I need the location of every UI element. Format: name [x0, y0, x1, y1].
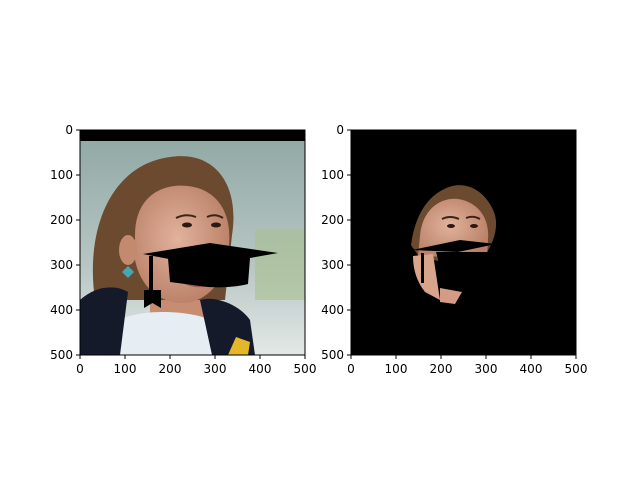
graduation-cap-tassel [144, 290, 161, 308]
right-x-tick-label: 400 [520, 362, 543, 376]
eye [182, 222, 192, 228]
earring [122, 266, 134, 278]
segment-cheek [413, 254, 440, 300]
segment-chin [440, 288, 462, 304]
right-y-tick-label: 500 [321, 348, 344, 362]
top-black-band [80, 130, 305, 141]
left-axes-frame [79, 129, 306, 356]
left-y-tick-label: 500 [50, 348, 73, 362]
segment-eyebrow [465, 215, 481, 220]
right-y-tick-label: 100 [321, 168, 344, 182]
left-x-tick-label: 200 [159, 362, 182, 376]
right-y-tick-label: 200 [321, 213, 344, 227]
left-y-tick-label: 100 [50, 168, 73, 182]
left-y-tick-label: 300 [50, 258, 73, 272]
segment-cap-band [436, 252, 490, 292]
left-x-tick-label: 500 [294, 362, 317, 376]
left-x-tick-label: 400 [249, 362, 272, 376]
segment-eye [447, 224, 455, 228]
left-x-tick-label: 100 [114, 362, 137, 376]
segment-eye [470, 224, 478, 228]
jacket-yellow-stripe [228, 337, 250, 355]
segment-cap-tassel-cord [421, 253, 424, 283]
right-axes-frame [350, 129, 577, 356]
right-x-tick-label: 200 [430, 362, 453, 376]
right-image-panel [351, 130, 576, 355]
right-y-tick-label: 400 [321, 303, 344, 317]
segment-cap-board [412, 240, 496, 252]
right-y-tick-label: 0 [336, 123, 344, 137]
jacket-left [80, 287, 128, 355]
right-x-tick-label: 100 [385, 362, 408, 376]
segment-eyebrow [441, 216, 460, 220]
left-x-tick-label: 300 [204, 362, 227, 376]
eye [211, 222, 221, 228]
eyebrow [206, 214, 224, 219]
left-image-panel [80, 130, 305, 355]
background-foliage [255, 230, 305, 300]
left-y-tick-label: 200 [50, 213, 73, 227]
right-x-tick-label: 500 [565, 362, 588, 376]
ear [119, 235, 137, 265]
graduation-cap-band [168, 258, 250, 288]
right-x-tick-label: 0 [347, 362, 355, 376]
right-y-tick-label: 300 [321, 258, 344, 272]
shirt [110, 311, 222, 355]
right-x-tick-label: 300 [475, 362, 498, 376]
left-y-tick-label: 0 [65, 123, 73, 137]
graduation-cap-tassel-cord [149, 256, 153, 292]
left-x-tick-label: 0 [76, 362, 84, 376]
left-y-tick-label: 400 [50, 303, 73, 317]
eyebrow [175, 214, 197, 219]
